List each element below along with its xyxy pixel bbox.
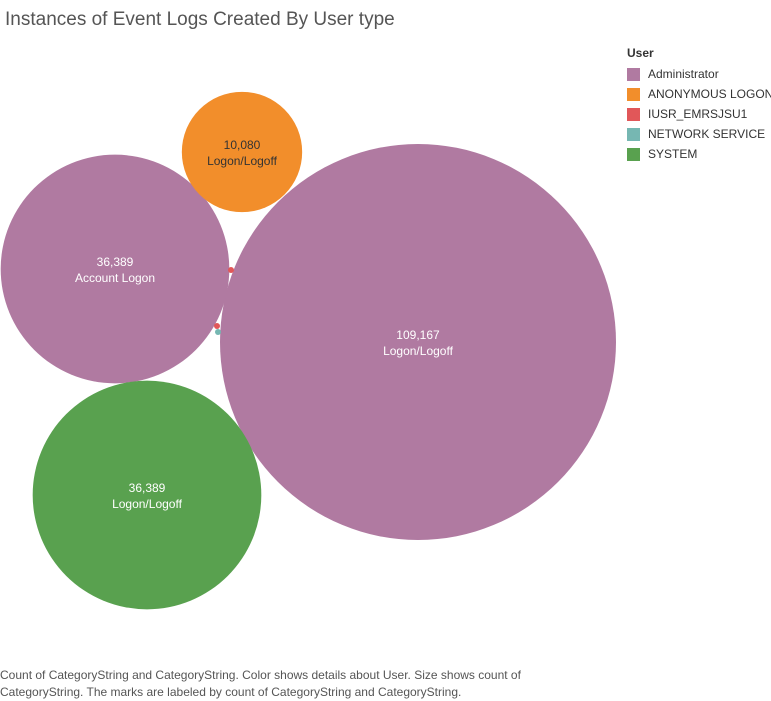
bubble-category-label: Logon/Logoff: [383, 344, 454, 358]
bubble-circle[interactable]: [220, 144, 616, 540]
legend-label: SYSTEM: [648, 147, 698, 161]
legend-swatch: [627, 67, 640, 81]
bubble-count-label: 36,389: [129, 481, 166, 495]
chart-title: Instances of Event Logs Created By User …: [5, 9, 395, 30]
legend-items: Administrator ANONYMOUS LOGON IUSR_EMRSJSU…: [627, 64, 771, 164]
bubble-circle[interactable]: [32, 380, 262, 610]
legend-swatch: [627, 107, 640, 121]
bubble[interactable]: 36,389 Account Logon: [0, 154, 230, 384]
bubble[interactable]: [215, 329, 221, 335]
bubble[interactable]: 36,389 Logon/Logoff: [32, 380, 262, 610]
bubble-category-label: Account Logon: [75, 271, 155, 285]
bubble-count-label: 10,080: [224, 138, 261, 152]
bubble-circle[interactable]: [0, 154, 230, 384]
legend-swatch: [627, 127, 640, 141]
bubble[interactable]: 109,167 Logon/Logoff: [220, 144, 616, 540]
legend-swatch: [627, 87, 640, 101]
bubble-category-label: Logon/Logoff: [207, 154, 278, 168]
bubble[interactable]: 10,080 Logon/Logoff: [181, 91, 303, 213]
legend-label: IUSR_EMRSJSU1: [648, 107, 748, 121]
bubble-category-label: Logon/Logoff: [112, 497, 183, 511]
legend: User Administrator ANONYMOUS LOGON IUSR_EM…: [627, 46, 771, 164]
legend-item[interactable]: SYSTEM: [627, 144, 771, 164]
bubble-circle[interactable]: [214, 323, 220, 329]
bubble-circle[interactable]: [181, 91, 303, 213]
legend-item[interactable]: NETWORK SERVICE: [627, 124, 771, 144]
bubble-count-label: 109,167: [396, 328, 440, 342]
bubble[interactable]: [214, 323, 220, 329]
legend-label: ANONYMOUS LOGON: [648, 87, 771, 101]
bubble-circle[interactable]: [215, 329, 221, 335]
legend-item[interactable]: IUSR_EMRSJSU1: [627, 104, 771, 124]
legend-title: User: [627, 46, 654, 60]
legend-item[interactable]: Administrator: [627, 64, 771, 84]
legend-label: Administrator: [648, 67, 719, 81]
bubble[interactable]: [228, 267, 234, 273]
legend-item[interactable]: ANONYMOUS LOGON: [627, 84, 771, 104]
chart-caption: Count of CategoryString and CategoryStri…: [0, 668, 521, 699]
legend-swatch: [627, 147, 640, 161]
legend-label: NETWORK SERVICE: [648, 127, 766, 141]
bubble-circle[interactable]: [228, 267, 234, 273]
bubble-count-label: 36,389: [97, 255, 134, 269]
